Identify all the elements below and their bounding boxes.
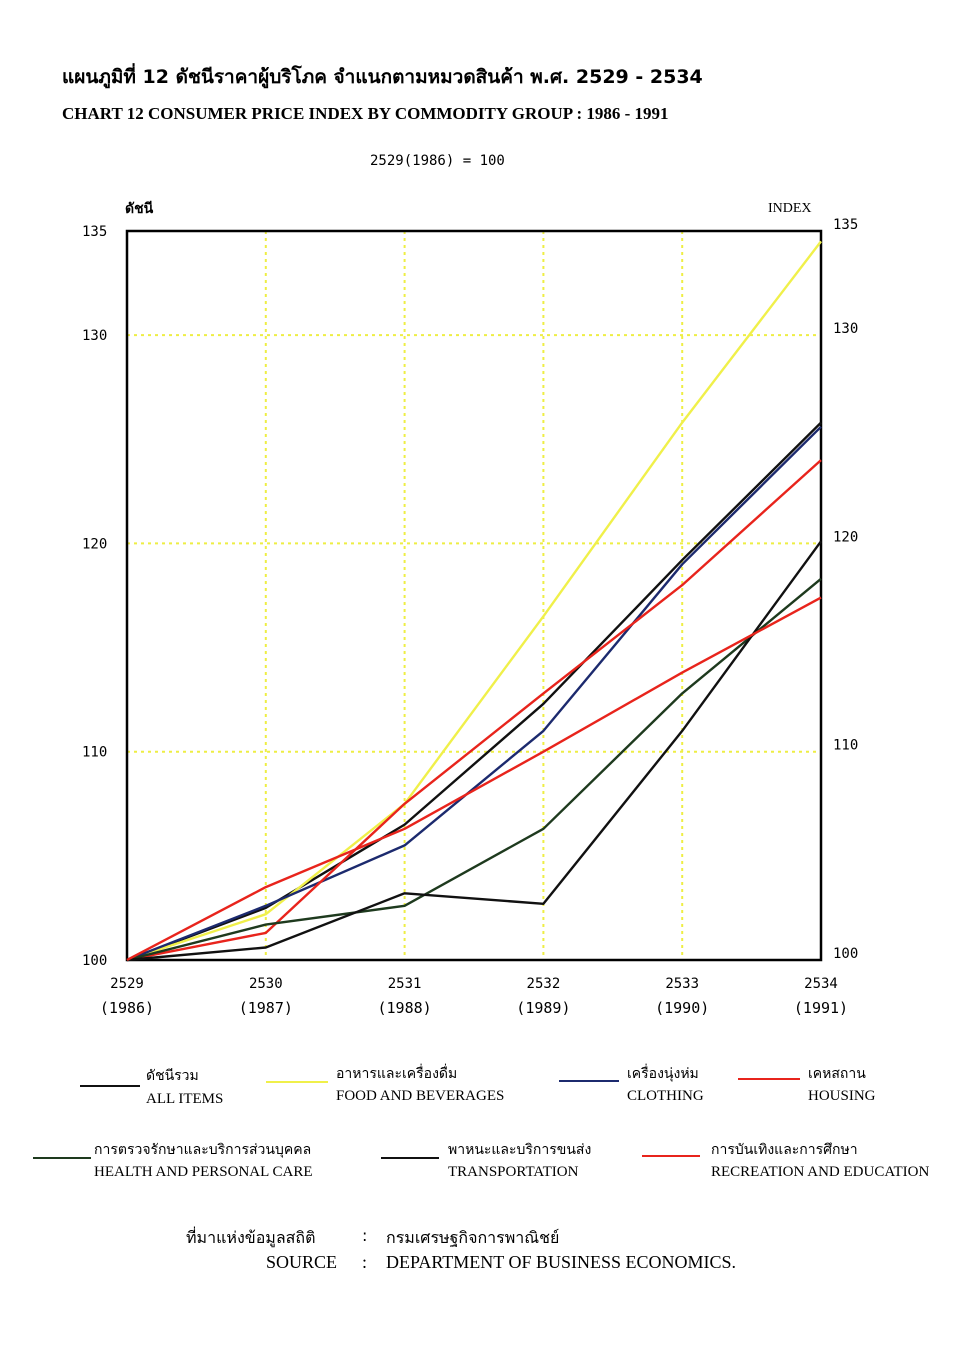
x-tick-label-ad: (1986) [100, 999, 154, 1017]
chart-title-thai: แผนภูมิที่ 12 ดัชนีราคาผู้บริโภค จำแนกตา… [62, 66, 703, 88]
y-axis-label-left: ดัชนี [125, 201, 154, 217]
legend-label-en: CLOTHING [627, 1088, 704, 1104]
source-value-en: DEPARTMENT OF BUSINESS ECONOMICS. [386, 1252, 736, 1272]
source-label-en: SOURCE [266, 1252, 338, 1272]
grid-lines [127, 231, 821, 960]
legend-label-th: ดัชนีรวม [146, 1068, 199, 1084]
legend-swatch-health [33, 1157, 91, 1159]
legend-label-en: HOUSING [808, 1088, 876, 1104]
legend-swatch-transportation [381, 1157, 439, 1159]
y-tick-label-right: 100 [833, 946, 858, 962]
y-tick-label-left: 100 [82, 953, 107, 969]
x-tick-label-be: 2529 [110, 976, 144, 992]
series-line-food-and-beverages [126, 240, 822, 962]
y-tick-label-right: 110 [833, 738, 858, 754]
legend-label-th: เครื่องนุ่งห่ม [627, 1066, 699, 1082]
legend-label-en: FOOD AND BEVERAGES [336, 1088, 505, 1104]
series-line-all-items [126, 421, 822, 962]
x-tick-label-ad: (1991) [794, 999, 848, 1017]
y-tick-label-right: 130 [833, 321, 858, 337]
series-line-transportation [126, 540, 822, 962]
legend-label-th: การบันเทิงและการศึกษา [711, 1142, 858, 1158]
base-year-note: 2529(1986) = 100 [370, 153, 505, 169]
y-tick-label-left: 120 [82, 536, 107, 552]
x-tick-label-be: 2534 [804, 976, 838, 992]
legend-swatch-clothing [559, 1080, 619, 1082]
legend-label-en: ALL ITEMS [146, 1091, 224, 1107]
plot-frame [125, 229, 823, 962]
x-tick-label-ad: (1990) [655, 999, 709, 1017]
source-separator: : [362, 1226, 368, 1245]
series-line-housing [126, 459, 822, 962]
series-line-recreation-and-education [126, 596, 822, 962]
legend-label-th: เคหสถาน [808, 1066, 866, 1082]
legend-label-th: การตรวจรักษาและบริการส่วนบุคคล [94, 1142, 312, 1158]
legend-label-th: พาหนะและบริการขนส่ง [448, 1142, 592, 1158]
chart-title-english: CHART 12 CONSUMER PRICE INDEX BY COMMODI… [62, 104, 669, 123]
legend-swatch-all-items [80, 1085, 140, 1087]
legend-label-en: HEALTH AND PERSONAL CARE [94, 1164, 313, 1180]
x-tick-label-ad: (1988) [378, 999, 432, 1017]
legend-swatch-recreation [642, 1155, 700, 1157]
source-value-th: กรมเศรษฐกิจการพาณิชย์ [386, 1228, 560, 1247]
series-line-clothing [126, 425, 822, 962]
y-tick-label-right: 135 [833, 217, 858, 233]
legend-swatch-housing [738, 1078, 800, 1080]
y-axis-label-right: INDEX [768, 201, 812, 216]
y-tick-label-right: 120 [833, 529, 858, 545]
x-tick-label-ad: (1987) [239, 999, 293, 1017]
legend-label-en: TRANSPORTATION [448, 1164, 579, 1180]
y-tick-label-left: 135 [82, 224, 107, 240]
source-label-th: ที่มาแห่งข้อมูลสถิติ [186, 1228, 316, 1247]
source-separator: : [362, 1252, 368, 1272]
y-tick-label-left: 130 [82, 328, 107, 344]
series-line-health-and-personal-care [126, 577, 822, 962]
y-tick-label-left: 110 [82, 745, 107, 761]
x-tick-label-ad: (1989) [516, 999, 570, 1017]
x-tick-label-be: 2532 [527, 976, 561, 992]
series-lines [126, 240, 822, 962]
legend-label-th: อาหารและเครื่องดื่ม [336, 1066, 458, 1082]
x-tick-label-be: 2533 [665, 976, 699, 992]
x-tick-label-be: 2530 [249, 976, 283, 992]
legend-label-en: RECREATION AND EDUCATION [711, 1164, 930, 1180]
legend-swatch-food [266, 1081, 328, 1083]
x-tick-label-be: 2531 [388, 976, 422, 992]
